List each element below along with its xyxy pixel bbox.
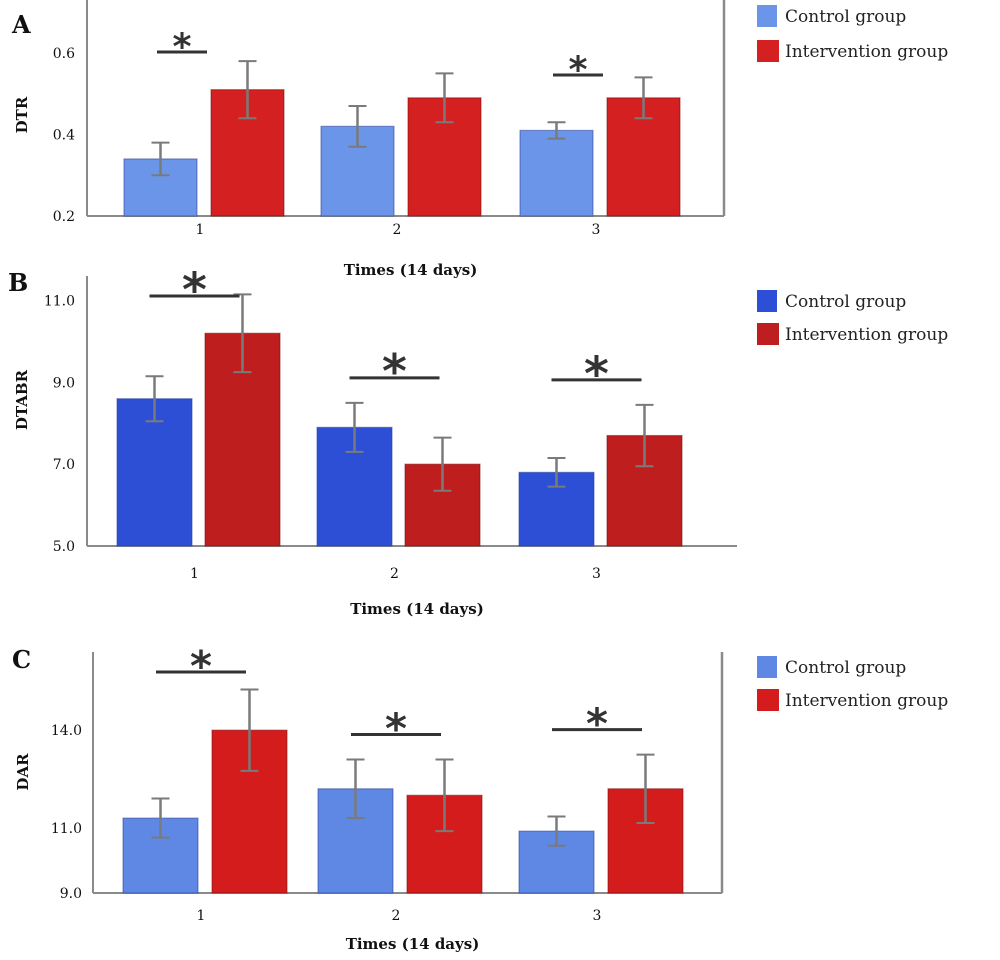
legend-swatch-intervention — [757, 689, 779, 711]
significance-star: * — [172, 25, 191, 68]
y-tick-label: 0.6 — [53, 46, 75, 62]
legend-swatch-control — [757, 290, 777, 312]
x-tick-label: 1 — [197, 908, 206, 924]
panel-label: B — [8, 268, 28, 297]
legend-label-intervention: Intervention group — [785, 325, 948, 345]
x-tick-label: 1 — [196, 222, 205, 238]
y-tick-label: 11.0 — [51, 821, 82, 837]
legend: Control group Intervention group — [757, 5, 948, 62]
x-tick-label: 3 — [593, 908, 602, 924]
x-tick-label: 1 — [190, 566, 199, 582]
significance-star: * — [568, 48, 587, 91]
chart-panel-a: A 0.2 0.4 0.6 DTR Times (14 days) 1 2 3 * * Control… — [11, 0, 948, 279]
legend-label-intervention: Intervention group — [785, 691, 948, 711]
panel-label: A — [11, 10, 31, 39]
legend: Control group Intervention group — [757, 290, 948, 345]
y-tick-label: 7.0 — [53, 457, 75, 473]
chart-panel-c: C 9.0 11.0 14.0 DAR Times (14 days) 1 2 3 * * * Cont… — [12, 642, 948, 954]
legend: Control group Intervention group — [757, 656, 948, 711]
y-tick-label: 0.2 — [53, 209, 75, 225]
significance-star: * — [190, 642, 212, 691]
x-tick-label: 3 — [592, 222, 601, 238]
control-bar — [519, 129, 594, 217]
legend-swatch-intervention — [757, 323, 779, 345]
legend-label-control: Control group — [785, 7, 906, 27]
y-tick-label: 5.0 — [53, 539, 75, 555]
legend-label-control: Control group — [785, 658, 906, 678]
x-axis-title: Times (14 days) — [344, 261, 478, 279]
y-tick-label: 9.0 — [60, 886, 82, 902]
y-tick-label: 0.4 — [53, 127, 75, 143]
legend-swatch-intervention — [757, 40, 779, 62]
x-tick-label: 2 — [392, 908, 401, 924]
x-axis-title: Times (14 days) — [346, 935, 480, 953]
significance-star: * — [586, 699, 608, 748]
legend-swatch-control — [757, 656, 777, 678]
significance-star: * — [182, 263, 207, 318]
x-tick-label: 2 — [393, 222, 402, 238]
x-axis-title: Times (14 days) — [350, 600, 484, 618]
significance-star: * — [382, 345, 407, 400]
x-tick-label: 2 — [390, 566, 399, 582]
x-tick-label: 3 — [592, 566, 601, 582]
y-tick-label: 9.0 — [53, 375, 75, 391]
significance-star: * — [584, 347, 609, 402]
significance-star: * — [385, 704, 407, 753]
y-axis-title: DAR — [14, 753, 32, 791]
y-tick-label: 14.0 — [51, 723, 82, 739]
legend-label-intervention: Intervention group — [785, 42, 948, 62]
legend-label-control: Control group — [785, 292, 906, 312]
legend-swatch-control — [757, 5, 777, 27]
panel-label: C — [12, 645, 31, 674]
chart-panel-b: B 5.0 7.0 9.0 11.0 DTABR Times (14 days) 1 2 3 * * *… — [8, 263, 948, 618]
y-axis-title: DTR — [13, 96, 31, 133]
y-tick-label: 11.0 — [44, 294, 75, 310]
y-axis-title: DTABR — [13, 369, 31, 430]
